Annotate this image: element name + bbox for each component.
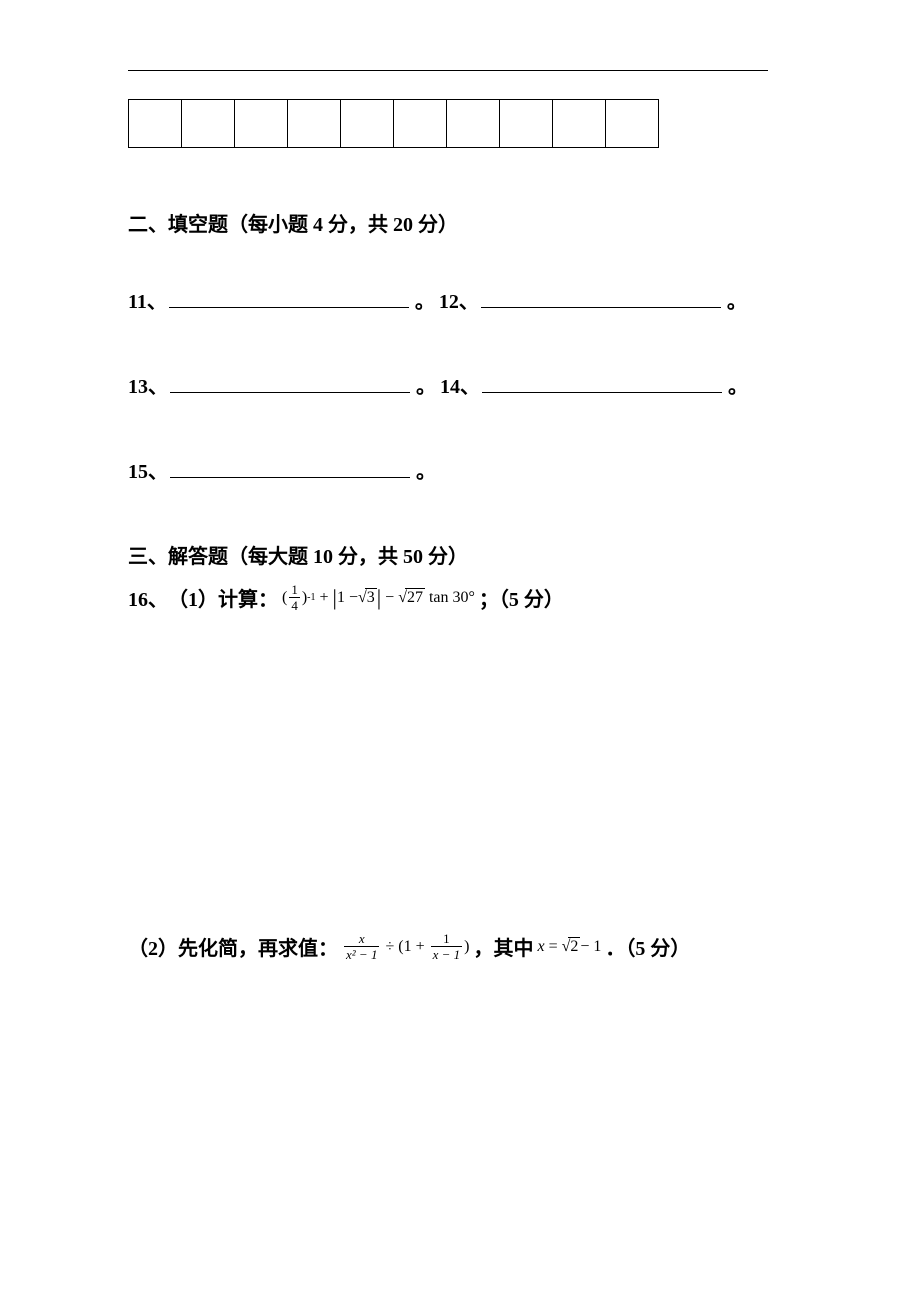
part1-points: ；（5 分）	[479, 583, 564, 612]
period: 。	[728, 370, 748, 399]
q11-label: 11、	[128, 285, 167, 314]
part2-mid: ，其中	[473, 932, 533, 961]
period: 。	[416, 455, 436, 484]
formula-16-1: ( 1 4 )-1 + |1 − √3 | − √27 tan 30°	[282, 583, 475, 612]
section2-title: 二、填空题（每小题 4 分，共 20 分）	[128, 208, 792, 237]
horizontal-rule	[128, 70, 768, 71]
part1-label: （1）计算：	[168, 583, 278, 612]
part2-label: （2）先化简，再求值：	[128, 932, 338, 961]
answer-grid-table	[128, 99, 659, 148]
q12-label: 12、	[439, 285, 479, 314]
problem-16-2: （2）先化简，再求值： x x² − 1 ÷ (1 + 1 x − 1 ) ，其…	[128, 932, 792, 961]
table-row	[129, 100, 659, 148]
blank-13	[170, 373, 410, 393]
formula-16-2b: x = √2 − 1	[537, 937, 601, 956]
period: 。	[416, 370, 436, 399]
blank-12	[481, 288, 721, 308]
q13-label: 13、	[128, 370, 168, 399]
fill-blank-row-13-14: 13、 。 14、 。	[128, 370, 792, 399]
period: 。	[727, 285, 747, 314]
period: 。	[415, 285, 435, 314]
problem-16-1: 16、 （1）计算： ( 1 4 )-1 + |1 − √3 | − √27 t…	[128, 583, 792, 612]
q14-label: 14、	[440, 370, 480, 399]
section3-title: 三、解答题（每大题 10 分，共 50 分）	[128, 540, 792, 569]
fill-blank-row-11-12: 11、 。 12、 。	[128, 285, 792, 314]
formula-16-2a: x x² − 1 ÷ (1 + 1 x − 1 )	[342, 932, 469, 961]
q15-label: 15、	[128, 455, 168, 484]
fill-blank-row-15: 15、 。	[128, 455, 792, 484]
blank-15	[170, 458, 410, 478]
q16-label: 16、	[128, 583, 168, 612]
part2-end: ．（5 分）	[605, 932, 690, 961]
blank-14	[482, 373, 722, 393]
blank-11	[169, 288, 409, 308]
